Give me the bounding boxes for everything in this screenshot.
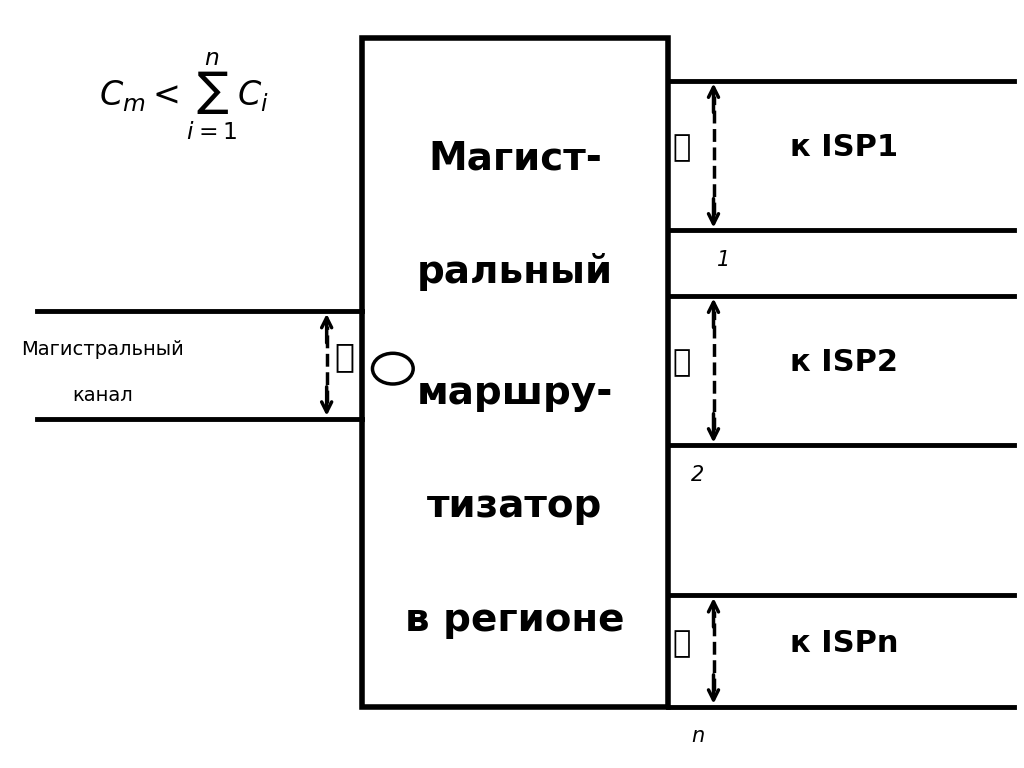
Text: тизатор: тизатор [427, 487, 603, 525]
Text: 👍: 👍 [673, 349, 691, 377]
Text: 1: 1 [717, 250, 730, 270]
Text: Магистральный: Магистральный [22, 340, 184, 359]
Text: в регионе: в регионе [406, 601, 625, 639]
Text: к ISPn: к ISPn [790, 629, 898, 657]
Text: к ISP1: к ISP1 [790, 134, 898, 162]
Text: 2: 2 [691, 465, 705, 485]
Text: $\mathit{C_m} < \sum_{i=1}^{n} \mathit{C_i}$: $\mathit{C_m} < \sum_{i=1}^{n} \mathit{C… [99, 51, 269, 141]
Text: ральный: ральный [417, 253, 613, 291]
Text: маршру-: маршру- [417, 373, 613, 412]
Text: n: n [691, 726, 705, 746]
Bar [362, 38, 668, 707]
Text: 👍: 👍 [673, 134, 691, 162]
Text: 👍: 👍 [335, 341, 354, 373]
Text: 👍: 👍 [673, 629, 691, 657]
Text: канал: канал [73, 386, 133, 405]
Text: к ISP2: к ISP2 [790, 349, 898, 377]
Text: Магист-: Магист- [428, 140, 602, 177]
